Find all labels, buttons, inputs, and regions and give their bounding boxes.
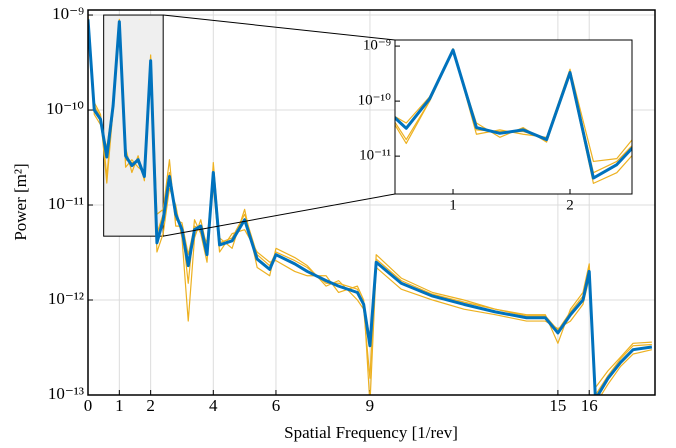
y-tick-label: 10⁻¹²: [48, 289, 84, 308]
y-tick-label: 10⁻¹⁰: [46, 99, 84, 118]
x-tick-label: 2: [566, 197, 574, 213]
mean-line: [88, 19, 653, 395]
y-axis-label: Power [m²]: [11, 163, 30, 240]
series-group: [395, 48, 632, 184]
x-tick-label: 16: [581, 396, 598, 415]
y-tick-label: 10⁻¹¹: [359, 148, 391, 164]
mean-line: [395, 48, 632, 180]
inset-frame: [394, 39, 633, 195]
x-tick-label: 6: [272, 396, 281, 415]
line: [395, 48, 632, 163]
y-tick-label: 10⁻¹⁰: [358, 93, 391, 109]
x-tick-label: 2: [146, 396, 155, 415]
y-tick-label: 10⁻⁹: [52, 4, 84, 23]
x-axis-label: Spatial Frequency [1/rev]: [284, 423, 458, 442]
axes-frame: [87, 9, 656, 396]
zoom-connector: [163, 193, 396, 237]
y-tick-label: 10⁻⁹: [363, 38, 391, 54]
zoom-connector: [163, 14, 396, 41]
x-tick-label: 9: [366, 396, 375, 415]
x-tick-label: 0: [84, 396, 93, 415]
line: [88, 14, 652, 389]
x-tick-label: 1: [449, 197, 457, 213]
x-tick-label: 15: [549, 396, 566, 415]
y-tick-label: 10⁻¹³: [48, 384, 84, 403]
y-tick-label: 10⁻¹¹: [48, 194, 84, 213]
x-tick-label: 4: [209, 396, 218, 415]
series-group: [88, 14, 653, 395]
x-tick-label: 1: [115, 396, 124, 415]
